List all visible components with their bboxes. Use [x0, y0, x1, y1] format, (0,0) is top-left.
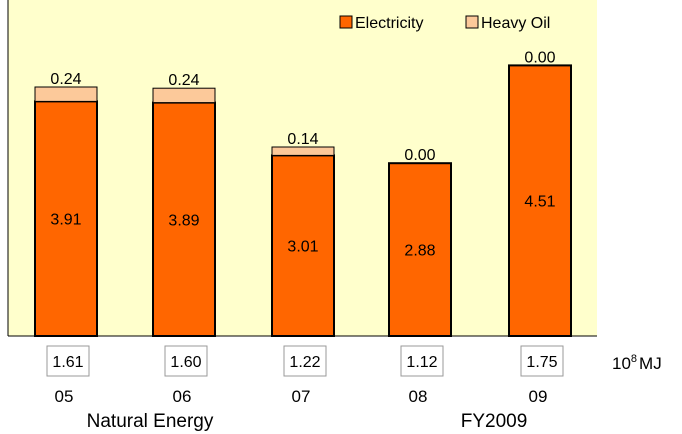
bar-electricity-06 — [152, 101, 216, 337]
x-tick-label-09: 09 — [529, 387, 548, 406]
data-label-heavy-oil-05: 0.24 — [50, 71, 81, 88]
total-box-09 — [520, 345, 564, 377]
data-label-electricity-07: 3.01 — [287, 239, 318, 256]
bar-heavy-oil-07 — [271, 146, 335, 156]
footer-left-label: Natural Energy — [87, 411, 214, 432]
data-label-heavy-oil-09: 0.00 — [524, 49, 555, 66]
data-label-heavy-oil-06: 0.24 — [168, 72, 199, 89]
total-value-08: 1.12 — [406, 354, 437, 371]
data-label-electricity-08: 2.88 — [404, 243, 435, 260]
total-value-05: 1.61 — [52, 354, 83, 371]
x-tick-label-05: 05 — [55, 387, 74, 406]
data-label-electricity-06: 3.89 — [168, 212, 199, 229]
x-tick-label-08: 08 — [409, 387, 428, 406]
total-box-06 — [164, 345, 208, 377]
bar-heavy-oil-06 — [152, 87, 216, 104]
data-label-heavy-oil-07: 0.14 — [287, 131, 318, 148]
unit-label: 108 MJ — [612, 353, 662, 373]
unit-exponent: 8 — [631, 353, 637, 365]
total-value-09: 1.75 — [526, 354, 557, 371]
total-value-07: 1.22 — [289, 354, 320, 371]
bars-group: 3.91 0.24 3.89 0.24 3.01 0.14 2.88 0.00 4.51 0.00 — [34, 49, 572, 338]
total-box-08 — [400, 345, 444, 377]
total-box-07 — [283, 345, 327, 377]
legend-swatch-heavy-oil — [465, 15, 479, 29]
unit-suffix: MJ — [639, 354, 662, 373]
x-tick-label-07: 07 — [292, 387, 311, 406]
total-box-05 — [46, 345, 90, 377]
x-tick-label-06: 06 — [173, 387, 192, 406]
total-boxes: 1.61 1.60 1.22 1.12 1.75 — [46, 345, 564, 377]
bar-electricity-05 — [34, 100, 98, 338]
bar-electricity-08 — [388, 162, 452, 337]
x-tick-labels: 05 06 07 08 09 — [55, 387, 548, 406]
legend-label-heavy-oil: Heavy Oil — [481, 15, 550, 32]
bar-heavy-oil-05 — [34, 86, 98, 102]
data-label-electricity-09: 4.51 — [524, 194, 555, 211]
total-value-06: 1.60 — [170, 354, 201, 371]
unit-base: 10 — [612, 354, 631, 373]
data-label-heavy-oil-08: 0.00 — [404, 147, 435, 164]
legend: Electricity Heavy Oil — [339, 15, 550, 32]
data-label-electricity-05: 3.91 — [50, 212, 81, 229]
footer-right-label: FY2009 — [461, 411, 528, 432]
bar-electricity-09 — [508, 64, 572, 338]
legend-label-electricity: Electricity — [355, 15, 423, 32]
legend-swatch-electricity — [339, 15, 353, 29]
